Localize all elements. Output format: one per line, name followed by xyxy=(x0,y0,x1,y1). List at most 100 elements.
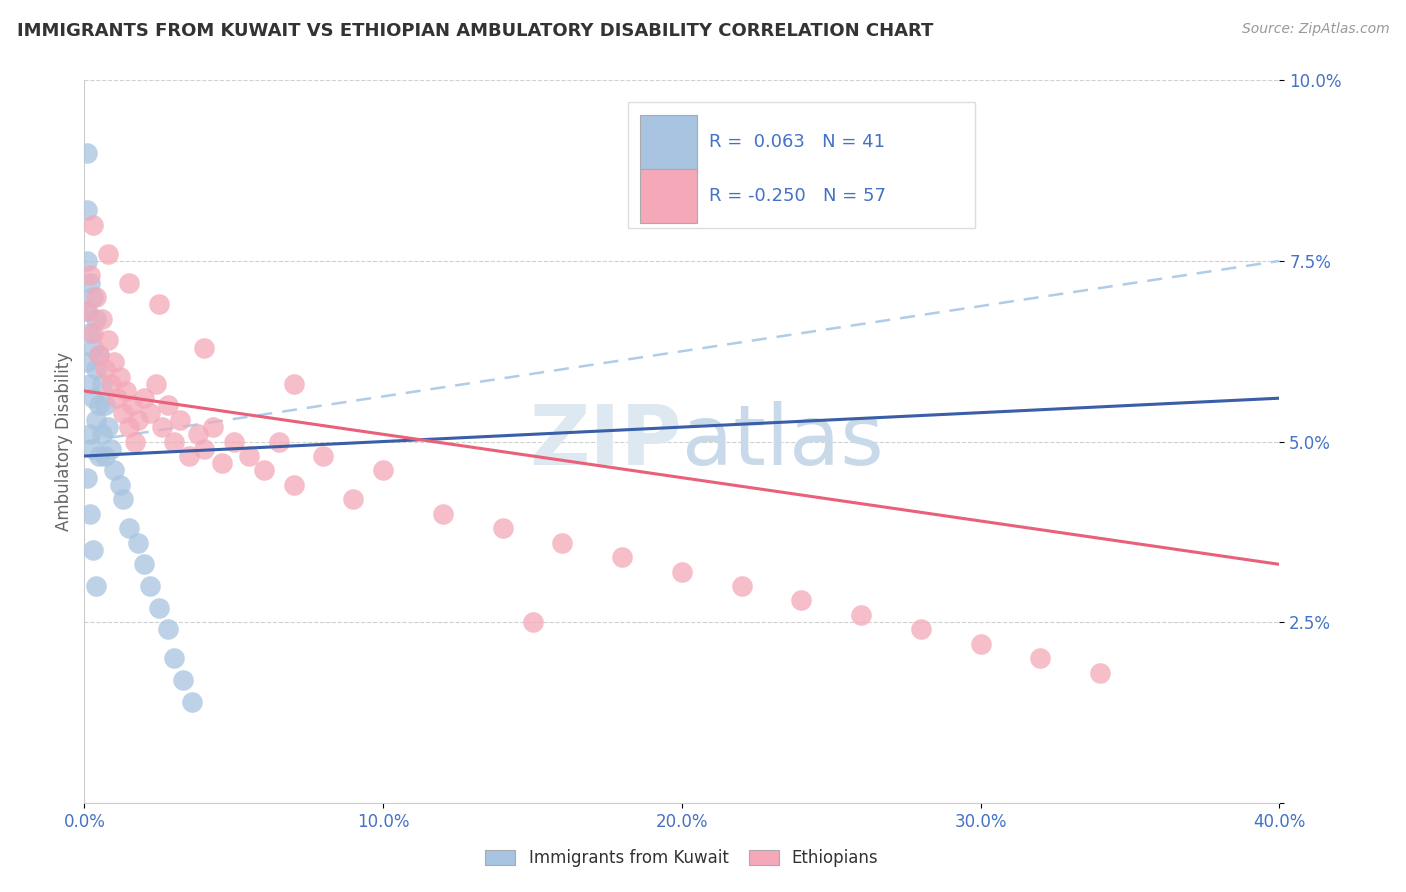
Point xyxy=(172,673,194,687)
Point xyxy=(432,507,454,521)
Point xyxy=(150,420,173,434)
Point xyxy=(103,355,125,369)
Point xyxy=(181,695,204,709)
Point xyxy=(112,492,135,507)
FancyBboxPatch shape xyxy=(640,169,697,223)
Point xyxy=(79,268,101,283)
Point xyxy=(105,391,128,405)
Point xyxy=(127,535,149,549)
Text: ZIP: ZIP xyxy=(530,401,682,482)
Text: Source: ZipAtlas.com: Source: ZipAtlas.com xyxy=(1241,22,1389,37)
Point xyxy=(91,311,114,326)
Point xyxy=(79,276,101,290)
Point xyxy=(970,637,993,651)
Point xyxy=(89,449,111,463)
Point xyxy=(79,376,101,391)
Point xyxy=(1090,665,1112,680)
Point xyxy=(312,449,335,463)
Point xyxy=(79,507,101,521)
Point xyxy=(100,442,122,456)
Point xyxy=(127,413,149,427)
Point xyxy=(86,362,108,376)
Point xyxy=(342,492,364,507)
Point xyxy=(612,550,634,565)
Point xyxy=(97,246,120,260)
Point xyxy=(851,607,873,622)
Point xyxy=(86,290,108,304)
Point xyxy=(267,434,290,449)
Point xyxy=(132,558,156,572)
Point xyxy=(790,593,813,607)
Point xyxy=(97,420,120,434)
Point xyxy=(222,434,245,449)
Point xyxy=(283,478,305,492)
Point xyxy=(76,304,98,318)
Point xyxy=(177,449,200,463)
Point xyxy=(82,391,104,405)
Point xyxy=(82,341,104,355)
Point xyxy=(94,449,117,463)
Point xyxy=(76,203,98,218)
Point xyxy=(253,463,276,477)
Point xyxy=(82,290,104,304)
Point xyxy=(148,600,170,615)
Point xyxy=(89,398,111,412)
Point xyxy=(91,376,114,391)
Point xyxy=(82,442,104,456)
Point xyxy=(731,579,754,593)
Point xyxy=(910,623,932,637)
Point xyxy=(103,463,125,477)
Text: IMMIGRANTS FROM KUWAIT VS ETHIOPIAN AMBULATORY DISABILITY CORRELATION CHART: IMMIGRANTS FROM KUWAIT VS ETHIOPIAN AMBU… xyxy=(17,22,934,40)
Point xyxy=(86,579,108,593)
Point xyxy=(148,297,170,311)
Point xyxy=(89,348,111,362)
Point xyxy=(118,276,141,290)
Point xyxy=(76,254,98,268)
Point xyxy=(211,456,233,470)
Point xyxy=(283,376,305,391)
Point xyxy=(193,442,215,456)
Point xyxy=(492,521,515,535)
Point xyxy=(89,348,111,362)
Point xyxy=(551,535,574,549)
Point xyxy=(139,406,162,420)
Point xyxy=(76,355,98,369)
Point xyxy=(115,384,138,398)
Point xyxy=(139,579,162,593)
Point xyxy=(76,304,98,318)
Point xyxy=(163,434,186,449)
Point xyxy=(82,542,104,557)
Point xyxy=(124,434,146,449)
Point xyxy=(76,471,98,485)
Point xyxy=(94,362,117,376)
Point xyxy=(118,521,141,535)
Point xyxy=(121,398,143,412)
Point xyxy=(100,376,122,391)
Point xyxy=(193,341,215,355)
Point xyxy=(187,427,209,442)
Point xyxy=(112,406,135,420)
Point xyxy=(110,478,132,492)
Point xyxy=(82,218,104,232)
Point xyxy=(86,413,108,427)
Point xyxy=(76,145,98,160)
FancyBboxPatch shape xyxy=(628,102,974,228)
Point xyxy=(132,391,156,405)
Point xyxy=(82,326,104,340)
FancyBboxPatch shape xyxy=(640,114,697,169)
Point xyxy=(238,449,260,463)
Point xyxy=(91,427,114,442)
Point xyxy=(97,334,120,348)
Point xyxy=(1029,651,1052,665)
Point xyxy=(163,651,186,665)
Point xyxy=(671,565,693,579)
Point xyxy=(118,420,141,434)
Point xyxy=(522,615,544,630)
Point xyxy=(373,463,395,477)
Point xyxy=(79,427,101,442)
Point xyxy=(157,623,180,637)
Point xyxy=(145,376,167,391)
Legend: Immigrants from Kuwait, Ethiopians: Immigrants from Kuwait, Ethiopians xyxy=(478,843,886,874)
Y-axis label: Ambulatory Disability: Ambulatory Disability xyxy=(55,352,73,531)
Text: atlas: atlas xyxy=(682,401,883,482)
